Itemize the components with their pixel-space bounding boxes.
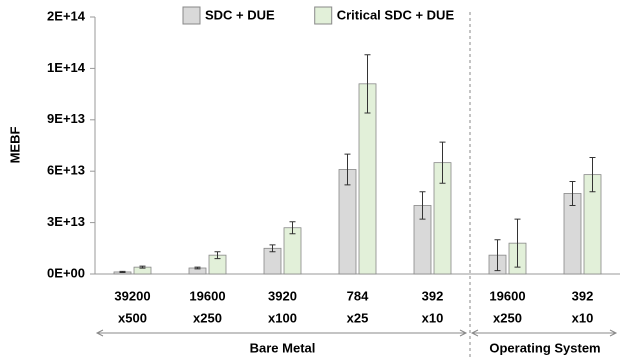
error-bar <box>139 265 146 269</box>
x-tick-label: x500 <box>118 310 147 325</box>
error-bar <box>194 266 201 270</box>
x-tick-label: x100 <box>268 310 297 325</box>
x-tick-label: x25 <box>347 310 369 325</box>
group-label: Operating System <box>489 340 600 355</box>
y-tick-label: 9E+13 <box>47 111 85 126</box>
y-tick-label: 6E+13 <box>47 163 85 178</box>
x-tick-label: x10 <box>422 310 444 325</box>
y-tick-label: 2E+14 <box>47 8 86 23</box>
y-axis-title: MEBF <box>7 127 22 164</box>
error-bar <box>119 270 126 273</box>
legend-swatch <box>314 6 333 25</box>
error-bar <box>419 191 426 220</box>
error-bar <box>289 221 296 235</box>
y-tick-label: 0E+00 <box>47 265 85 280</box>
x-tick-label: 39200 <box>114 288 150 303</box>
x-tick-label: x10 <box>572 310 594 325</box>
legend-label: Critical SDC + DUE <box>337 7 455 22</box>
error-bar <box>514 218 521 268</box>
group-arrow <box>470 329 618 337</box>
x-tick-label: 19600 <box>489 288 525 303</box>
y-tick-label: 1E+14 <box>47 60 86 75</box>
error-bar <box>494 239 501 272</box>
group-arrow <box>95 329 468 337</box>
x-tick-label: 392 <box>572 288 594 303</box>
x-tick-label: 784 <box>347 288 369 303</box>
legend-label: SDC + DUE <box>205 7 275 22</box>
error-bar <box>214 251 221 260</box>
x-tick-label: x250 <box>193 310 222 325</box>
bar <box>283 227 302 275</box>
error-bar <box>269 244 276 253</box>
y-tick-label: 3E+13 <box>47 214 85 229</box>
legend-swatch <box>182 6 201 25</box>
group-label: Bare Metal <box>250 340 316 355</box>
x-tick-label: 19600 <box>189 288 225 303</box>
error-bar <box>344 153 351 186</box>
error-bar <box>589 156 596 193</box>
error-bar <box>364 54 371 114</box>
x-tick-label: 3920 <box>268 288 297 303</box>
error-bar <box>569 180 576 206</box>
x-tick-label: 392 <box>422 288 444 303</box>
error-bar <box>439 141 446 184</box>
x-tick-label: x250 <box>493 310 522 325</box>
